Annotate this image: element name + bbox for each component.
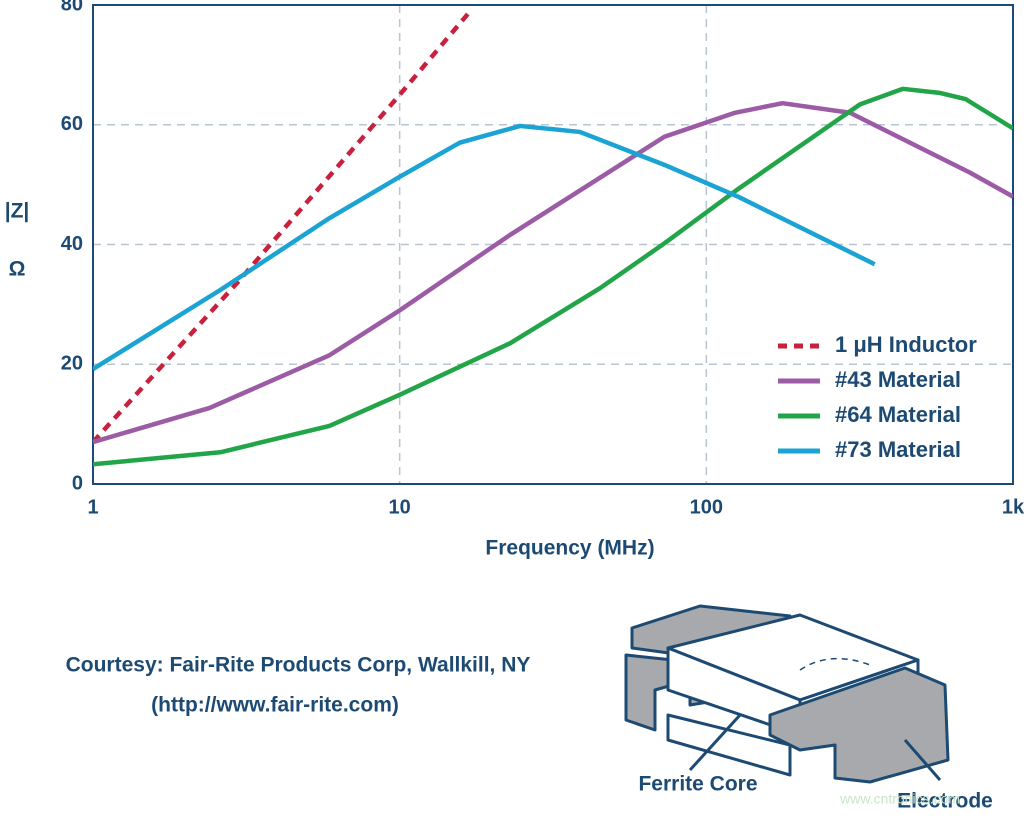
x-tick-label: 10 bbox=[389, 496, 411, 518]
diagram-label: Electrode bbox=[897, 790, 993, 813]
legend-label: #73 Material bbox=[835, 437, 961, 462]
series-line bbox=[93, 9, 473, 444]
plot-frame bbox=[92, 4, 1014, 485]
series-line bbox=[93, 123, 876, 371]
electrode-right bbox=[768, 666, 950, 784]
y-tick-label: 60 bbox=[61, 113, 83, 135]
x-tick-label: 100 bbox=[690, 496, 723, 518]
core-hidden-edge bbox=[799, 657, 871, 671]
component-illustration bbox=[624, 604, 950, 784]
core-bottom bbox=[666, 713, 792, 777]
legend-label: #43 Material bbox=[835, 367, 961, 392]
legend-label: 1 μH Inductor bbox=[835, 332, 977, 357]
x-tick-label: 1k bbox=[1002, 496, 1025, 518]
x-axis-title: Frequency (MHz) bbox=[485, 537, 654, 560]
ferrite-arrow bbox=[688, 713, 742, 772]
watermark: www.cntronics.com bbox=[839, 791, 960, 807]
y-axis-title: |Z| bbox=[5, 200, 30, 223]
diagram-label: Ferrite Core bbox=[638, 773, 757, 796]
y-axis-unit: Ω bbox=[9, 258, 26, 281]
electrode-arrow bbox=[903, 739, 942, 781]
source-url: (http://www.fair-rite.com) bbox=[151, 694, 399, 717]
source-note: Courtesy: Fair-Rite Products Corp, Wallk… bbox=[66, 654, 531, 677]
x-tick-label: 1 bbox=[87, 496, 98, 518]
y-tick-label: 80 bbox=[61, 0, 83, 15]
series-line bbox=[93, 100, 1013, 445]
y-tick-label: 20 bbox=[61, 353, 83, 375]
series-line bbox=[93, 86, 1013, 467]
y-tick-label: 0 bbox=[72, 472, 83, 494]
legend-label: #64 Material bbox=[835, 402, 961, 427]
y-tick-label: 40 bbox=[61, 233, 83, 255]
